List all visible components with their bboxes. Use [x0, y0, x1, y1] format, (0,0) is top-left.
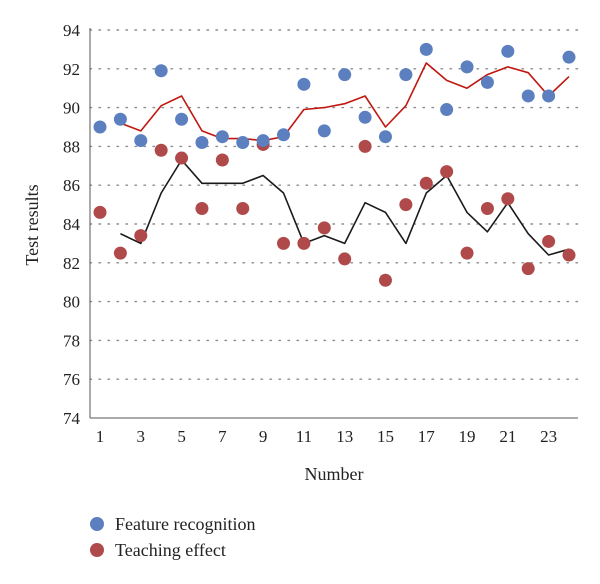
x-tick-label: 13 [336, 427, 353, 446]
y-tick-label: 78 [63, 331, 80, 350]
legend-label: Teaching effect [115, 540, 226, 560]
y-axis-title: Test results [22, 184, 42, 265]
point-series-2 [215, 153, 229, 167]
point-series-1 [501, 44, 515, 58]
point-series-1 [154, 64, 168, 78]
point-series-2 [338, 252, 352, 266]
point-series-1 [317, 124, 331, 138]
point-series-2 [399, 198, 413, 212]
point-series-1 [93, 120, 107, 134]
point-series-2 [440, 165, 454, 179]
y-tick-label: 74 [63, 409, 81, 428]
point-series-2 [236, 201, 250, 215]
point-series-1 [460, 60, 474, 74]
x-tick-label: 5 [177, 427, 186, 446]
point-series-2 [297, 236, 311, 250]
x-tick-label: 19 [459, 427, 476, 446]
point-series-2 [378, 273, 392, 287]
point-series-1 [297, 77, 311, 91]
x-tick-label: 3 [137, 427, 146, 446]
point-series-1 [399, 68, 413, 82]
point-series-1 [236, 136, 250, 150]
y-tick-label: 80 [63, 293, 80, 312]
y-tick-label: 84 [63, 215, 81, 234]
y-tick-label: 88 [63, 137, 80, 156]
x-tick-label: 17 [418, 427, 436, 446]
y-tick-label: 94 [63, 21, 81, 40]
y-tick-label: 90 [63, 99, 80, 118]
gridlines [89, 29, 579, 380]
point-series-2 [460, 246, 474, 260]
point-series-1 [440, 103, 454, 117]
point-series-1 [195, 136, 209, 150]
point-series-1 [419, 42, 433, 56]
point-series-1 [175, 112, 189, 126]
x-tick-label: 1 [96, 427, 105, 446]
point-series-2 [277, 236, 291, 250]
point-series-1 [542, 89, 556, 103]
x-tick-label: 21 [499, 427, 516, 446]
x-tick-label: 9 [259, 427, 268, 446]
axes [89, 28, 578, 419]
point-series-2 [134, 229, 148, 243]
point-series-2 [93, 205, 107, 219]
point-series-2 [419, 176, 433, 190]
x-axis-title: Number [305, 464, 364, 484]
point-series-1 [480, 75, 494, 89]
point-series-2 [113, 246, 127, 260]
x-tick-label: 7 [218, 427, 227, 446]
trendline-series-2 [120, 159, 570, 256]
point-series-2 [521, 262, 535, 276]
point-series-1 [358, 110, 372, 124]
point-series-2 [358, 139, 372, 153]
point-series-1 [215, 130, 229, 144]
legend-marker [90, 543, 104, 557]
point-series-2 [317, 221, 331, 235]
point-series-1 [277, 128, 291, 142]
point-series-1 [134, 134, 148, 148]
legend-label: Feature recognition [115, 514, 255, 534]
y-tick-label: 82 [63, 254, 80, 273]
point-series-1 [113, 112, 127, 126]
point-series-2 [195, 201, 209, 215]
legend-marker [90, 517, 104, 531]
x-tick-label: 11 [296, 427, 312, 446]
x-tick-label: 15 [377, 427, 394, 446]
legend: Feature recognition Teaching effect [90, 514, 255, 560]
point-series-2 [480, 201, 494, 215]
x-tick-label: 23 [540, 427, 557, 446]
point-series-1 [378, 130, 392, 144]
trendline-series-1 [120, 62, 570, 142]
y-tick-labels: 74 76 78 80 82 84 86 88 90 92 94 [63, 21, 81, 428]
y-tick-label: 86 [63, 176, 80, 195]
point-series-1 [338, 68, 352, 82]
x-tick-labels: 1 3 5 7 9 11 13 15 17 19 21 23 [96, 427, 557, 446]
point-series-2 [562, 248, 576, 262]
y-tick-label: 76 [63, 370, 80, 389]
point-series-2 [175, 151, 189, 165]
point-series-2 [154, 143, 168, 157]
point-series-1 [562, 50, 576, 64]
data-points [93, 42, 576, 287]
point-series-1 [521, 89, 535, 103]
point-series-1 [256, 134, 270, 148]
point-series-2 [542, 234, 556, 248]
trendlines [120, 62, 570, 256]
y-tick-label: 92 [63, 60, 80, 79]
point-series-2 [501, 192, 515, 206]
